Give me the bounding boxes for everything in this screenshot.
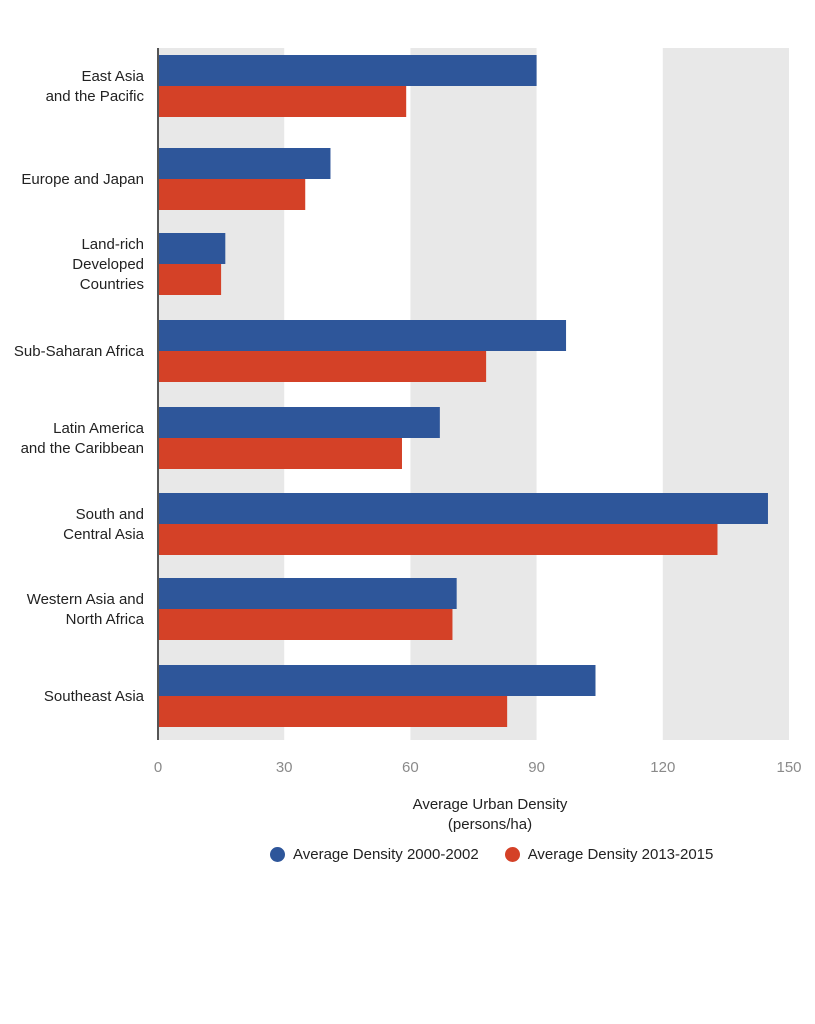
x-tick-label: 90 [528, 759, 545, 776]
bar-2013-2015-3 [158, 351, 487, 382]
category-label-line: North Africa [66, 611, 145, 628]
category-label: Western Asia and North Africa [27, 591, 145, 628]
legend-item-2013-2015: Average Density 2013-2015 [504, 846, 714, 863]
category-label: Latin America and the Caribbean [21, 420, 145, 457]
category-label-line: Developed [72, 256, 144, 273]
bar-2000-2002-4 [158, 407, 440, 438]
category-label-line: Land-rich [81, 236, 144, 253]
x-axis-title: Average Urban Density (persons/ha) [290, 795, 690, 835]
bar-2013-2015-7 [158, 696, 508, 727]
bar-2000-2002-7 [158, 665, 596, 696]
bar-2000-2002-6 [158, 578, 457, 609]
bar-2013-2015-0 [158, 86, 407, 117]
x-tick-labels: 0 30 60 90 120 150 [154, 759, 802, 776]
x-tick-label: 30 [276, 759, 293, 776]
bar-chart: East Asia and the Pacific Europe and Japan… [14, 48, 802, 776]
x-tick-label: 0 [154, 759, 162, 776]
legend-item-2000-2002: Average Density 2000-2002 [270, 846, 479, 863]
bar-2000-2002-1 [158, 148, 331, 179]
legend: Average Density 2000-2002 Average Densit… [270, 846, 713, 863]
category-label: Southeast Asia [44, 688, 145, 705]
x-axis-title-line1: Average Urban Density [412, 796, 568, 813]
category-label-line: Central Asia [63, 526, 145, 543]
category-label-line: and the Caribbean [21, 440, 144, 457]
legend-label-series2: Average Density 2013-2015 [527, 846, 714, 863]
x-tick-label: 150 [776, 759, 801, 776]
bar-2013-2015-2 [158, 264, 222, 295]
category-label-line: Sub-Saharan Africa [14, 343, 145, 360]
category-label-line: Latin America [53, 420, 145, 437]
category-label-line: Europe and Japan [21, 171, 144, 188]
bar-2000-2002-3 [158, 320, 567, 351]
category-label: Sub-Saharan Africa [14, 343, 145, 360]
x-tick-label: 60 [402, 759, 419, 776]
bar-2013-2015-4 [158, 438, 402, 469]
bar-2000-2002-0 [158, 55, 537, 86]
x-axis-title-line2: (persons/ha) [447, 816, 533, 833]
category-labels: East Asia and the Pacific Europe and Japan… [14, 68, 145, 705]
legend-marker-series1 [270, 847, 285, 862]
category-label-line: Western Asia and [27, 591, 144, 608]
category-label: Land-rich Developed Countries [72, 236, 144, 293]
bar-2013-2015-5 [158, 524, 718, 555]
category-label-line: East Asia [81, 68, 144, 85]
category-label-line: Southeast Asia [44, 688, 145, 705]
category-label-line: South and [76, 506, 144, 523]
legend-marker-series2 [504, 847, 520, 862]
bars [158, 55, 768, 727]
x-tick-label: 120 [650, 759, 675, 776]
category-label-line: Countries [80, 276, 144, 293]
bar-2000-2002-2 [158, 233, 226, 264]
bar-2013-2015-1 [158, 179, 306, 210]
category-label: East Asia and the Pacific [46, 68, 145, 105]
category-label: South and Central Asia [63, 506, 145, 543]
grid-band [662, 48, 789, 740]
category-label-line: and the Pacific [46, 88, 145, 105]
legend-label-series1: Average Density 2000-2002 [293, 846, 479, 863]
bar-2000-2002-5 [158, 493, 768, 524]
bar-2013-2015-6 [158, 609, 453, 640]
category-label: Europe and Japan [21, 171, 144, 188]
